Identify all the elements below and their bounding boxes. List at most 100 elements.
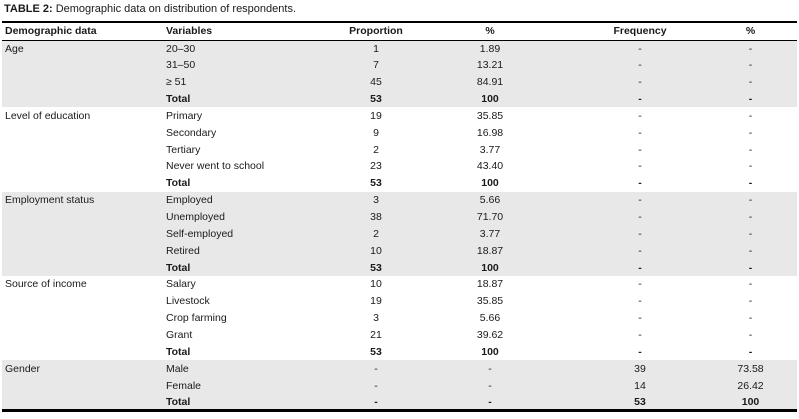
cell-percent: 84.91: [434, 73, 546, 91]
cell-percent-2: -: [734, 208, 797, 226]
cell-proportion: 53: [370, 345, 382, 358]
cell-percent: 1.89: [434, 40, 546, 57]
table-row: 31–50 7 13.21- -: [2, 56, 797, 74]
cell-category: Gender: [2, 360, 166, 378]
cell-frequency: -: [546, 208, 734, 226]
cell-percent: 39.62: [476, 329, 504, 342]
table-row: Retired 10 18.87- -: [2, 242, 797, 260]
cell-percent-2: -: [734, 191, 797, 209]
cell-percent: 5.66: [479, 312, 501, 325]
cell-percent-2: -: [748, 143, 753, 156]
cell-variable: Retired: [166, 242, 318, 260]
table-row: Total 53 100- -: [2, 343, 797, 360]
cell-category: [2, 377, 166, 395]
cell-variable: 31–50: [166, 56, 318, 74]
table-row: Source of income Salary 10 18.87 - -: [2, 276, 797, 293]
col-header-percent: %: [434, 22, 546, 41]
cell-proportion: 7: [318, 56, 434, 74]
cell-category: [2, 208, 166, 226]
cell-variable: 20–30: [166, 40, 318, 57]
cell-percent-2: -: [734, 259, 797, 277]
table-row: ≥ 51 45 84.91- -: [2, 73, 797, 91]
cell-percent-2: -: [734, 242, 797, 260]
cell-frequency: -: [546, 191, 734, 209]
cell-frequency: 14: [546, 377, 734, 395]
col-header-percent-2: %: [734, 22, 797, 41]
header-row: Demographic data Variables Proportion % …: [2, 22, 797, 41]
table-row: Self-employed 2 3.77- -: [2, 225, 797, 243]
cell-percent-2: 100: [734, 394, 797, 411]
cell-percent-2: -: [734, 225, 797, 243]
cell-percent-2: -: [748, 345, 753, 358]
cell-proportion: 19: [370, 295, 382, 308]
table-title-label: TABLE 2:: [4, 3, 53, 15]
cell-category: [2, 90, 166, 108]
table-row: Total 53 100- -: [2, 90, 797, 108]
cell-percent: 18.87: [476, 278, 504, 291]
cell-percent: 18.87: [434, 242, 546, 260]
cell-percent-2: -: [748, 109, 753, 122]
cell-frequency: -: [638, 329, 642, 342]
cell-proportion: 19: [370, 109, 382, 122]
cell-percent: 3.77: [434, 225, 546, 243]
cell-category: [2, 73, 166, 91]
cell-percent: 100: [434, 259, 546, 277]
cell-proportion: -: [318, 377, 434, 395]
cell-category: [2, 327, 166, 344]
cell-variable: Total: [166, 177, 191, 190]
cell-frequency: -: [638, 126, 642, 139]
cell-frequency: -: [546, 90, 734, 108]
table-row: Employment status Employed 3 5.66- -: [2, 191, 797, 209]
table-row: Tertiary 2 3.77 - -: [2, 141, 797, 158]
cell-variable: Total: [166, 90, 318, 108]
cell-variable: Tertiary: [166, 143, 201, 156]
cell-proportion: 3: [373, 312, 379, 325]
cell-variable: Never went to school: [166, 160, 265, 173]
cell-proportion: 45: [318, 73, 434, 91]
cell-variable: Secondary: [166, 126, 217, 139]
cell-variable: Self-employed: [166, 225, 318, 243]
cell-frequency: -: [638, 345, 642, 358]
cell-frequency: -: [546, 225, 734, 243]
cell-proportion: -: [318, 394, 434, 411]
table-body: Age 20–30 1 1.89- -31–50 7 13.21- - ≥ 51 45 84.91-…: [2, 40, 797, 411]
cell-percent-2: -: [734, 56, 797, 74]
table-row: Total - -53 100: [2, 394, 797, 411]
cell-proportion: 38: [318, 208, 434, 226]
table-row: Crop farming 3 5.66 - -: [2, 310, 797, 327]
cell-variable: Crop farming: [166, 312, 227, 325]
table-title-text: Demographic data on distribution of resp…: [55, 3, 297, 15]
cell-percent-2: -: [748, 295, 753, 308]
cell-category: Age: [2, 40, 166, 57]
table-row: Female - -14 26.42: [2, 377, 797, 395]
table-row: Never went to school 23 43.40 - -: [2, 158, 797, 175]
table-row: Level of education Primary 19 35.85 - -: [2, 107, 797, 124]
cell-category: [2, 141, 166, 158]
table-row: Gender Male - -39 73.58: [2, 360, 797, 378]
cell-percent-2: -: [748, 312, 753, 325]
cell-proportion: -: [318, 360, 434, 378]
cell-percent: 100: [481, 177, 499, 190]
cell-frequency: -: [638, 312, 642, 325]
cell-category: Source of income: [5, 278, 87, 291]
table-row: Total 53 100- -: [2, 175, 797, 192]
cell-percent: -: [434, 377, 546, 395]
cell-category: [2, 124, 166, 141]
cell-frequency: -: [546, 40, 734, 57]
cell-frequency: -: [638, 278, 642, 291]
cell-percent: 43.40: [476, 160, 504, 173]
col-header-proportion: Proportion: [318, 22, 434, 41]
cell-frequency: -: [638, 143, 642, 156]
cell-frequency: 53: [546, 394, 734, 411]
cell-frequency: -: [638, 109, 642, 122]
cell-proportion: 21: [370, 329, 382, 342]
cell-variable: Grant: [166, 329, 193, 342]
cell-percent: 35.85: [476, 295, 504, 308]
cell-category: [2, 394, 166, 411]
cell-variable: Livestock: [166, 295, 210, 308]
cell-percent-2: -: [748, 329, 753, 342]
cell-category: Level of education: [5, 109, 91, 122]
cell-proportion: 2: [373, 143, 379, 156]
cell-variable: Total: [166, 345, 191, 358]
